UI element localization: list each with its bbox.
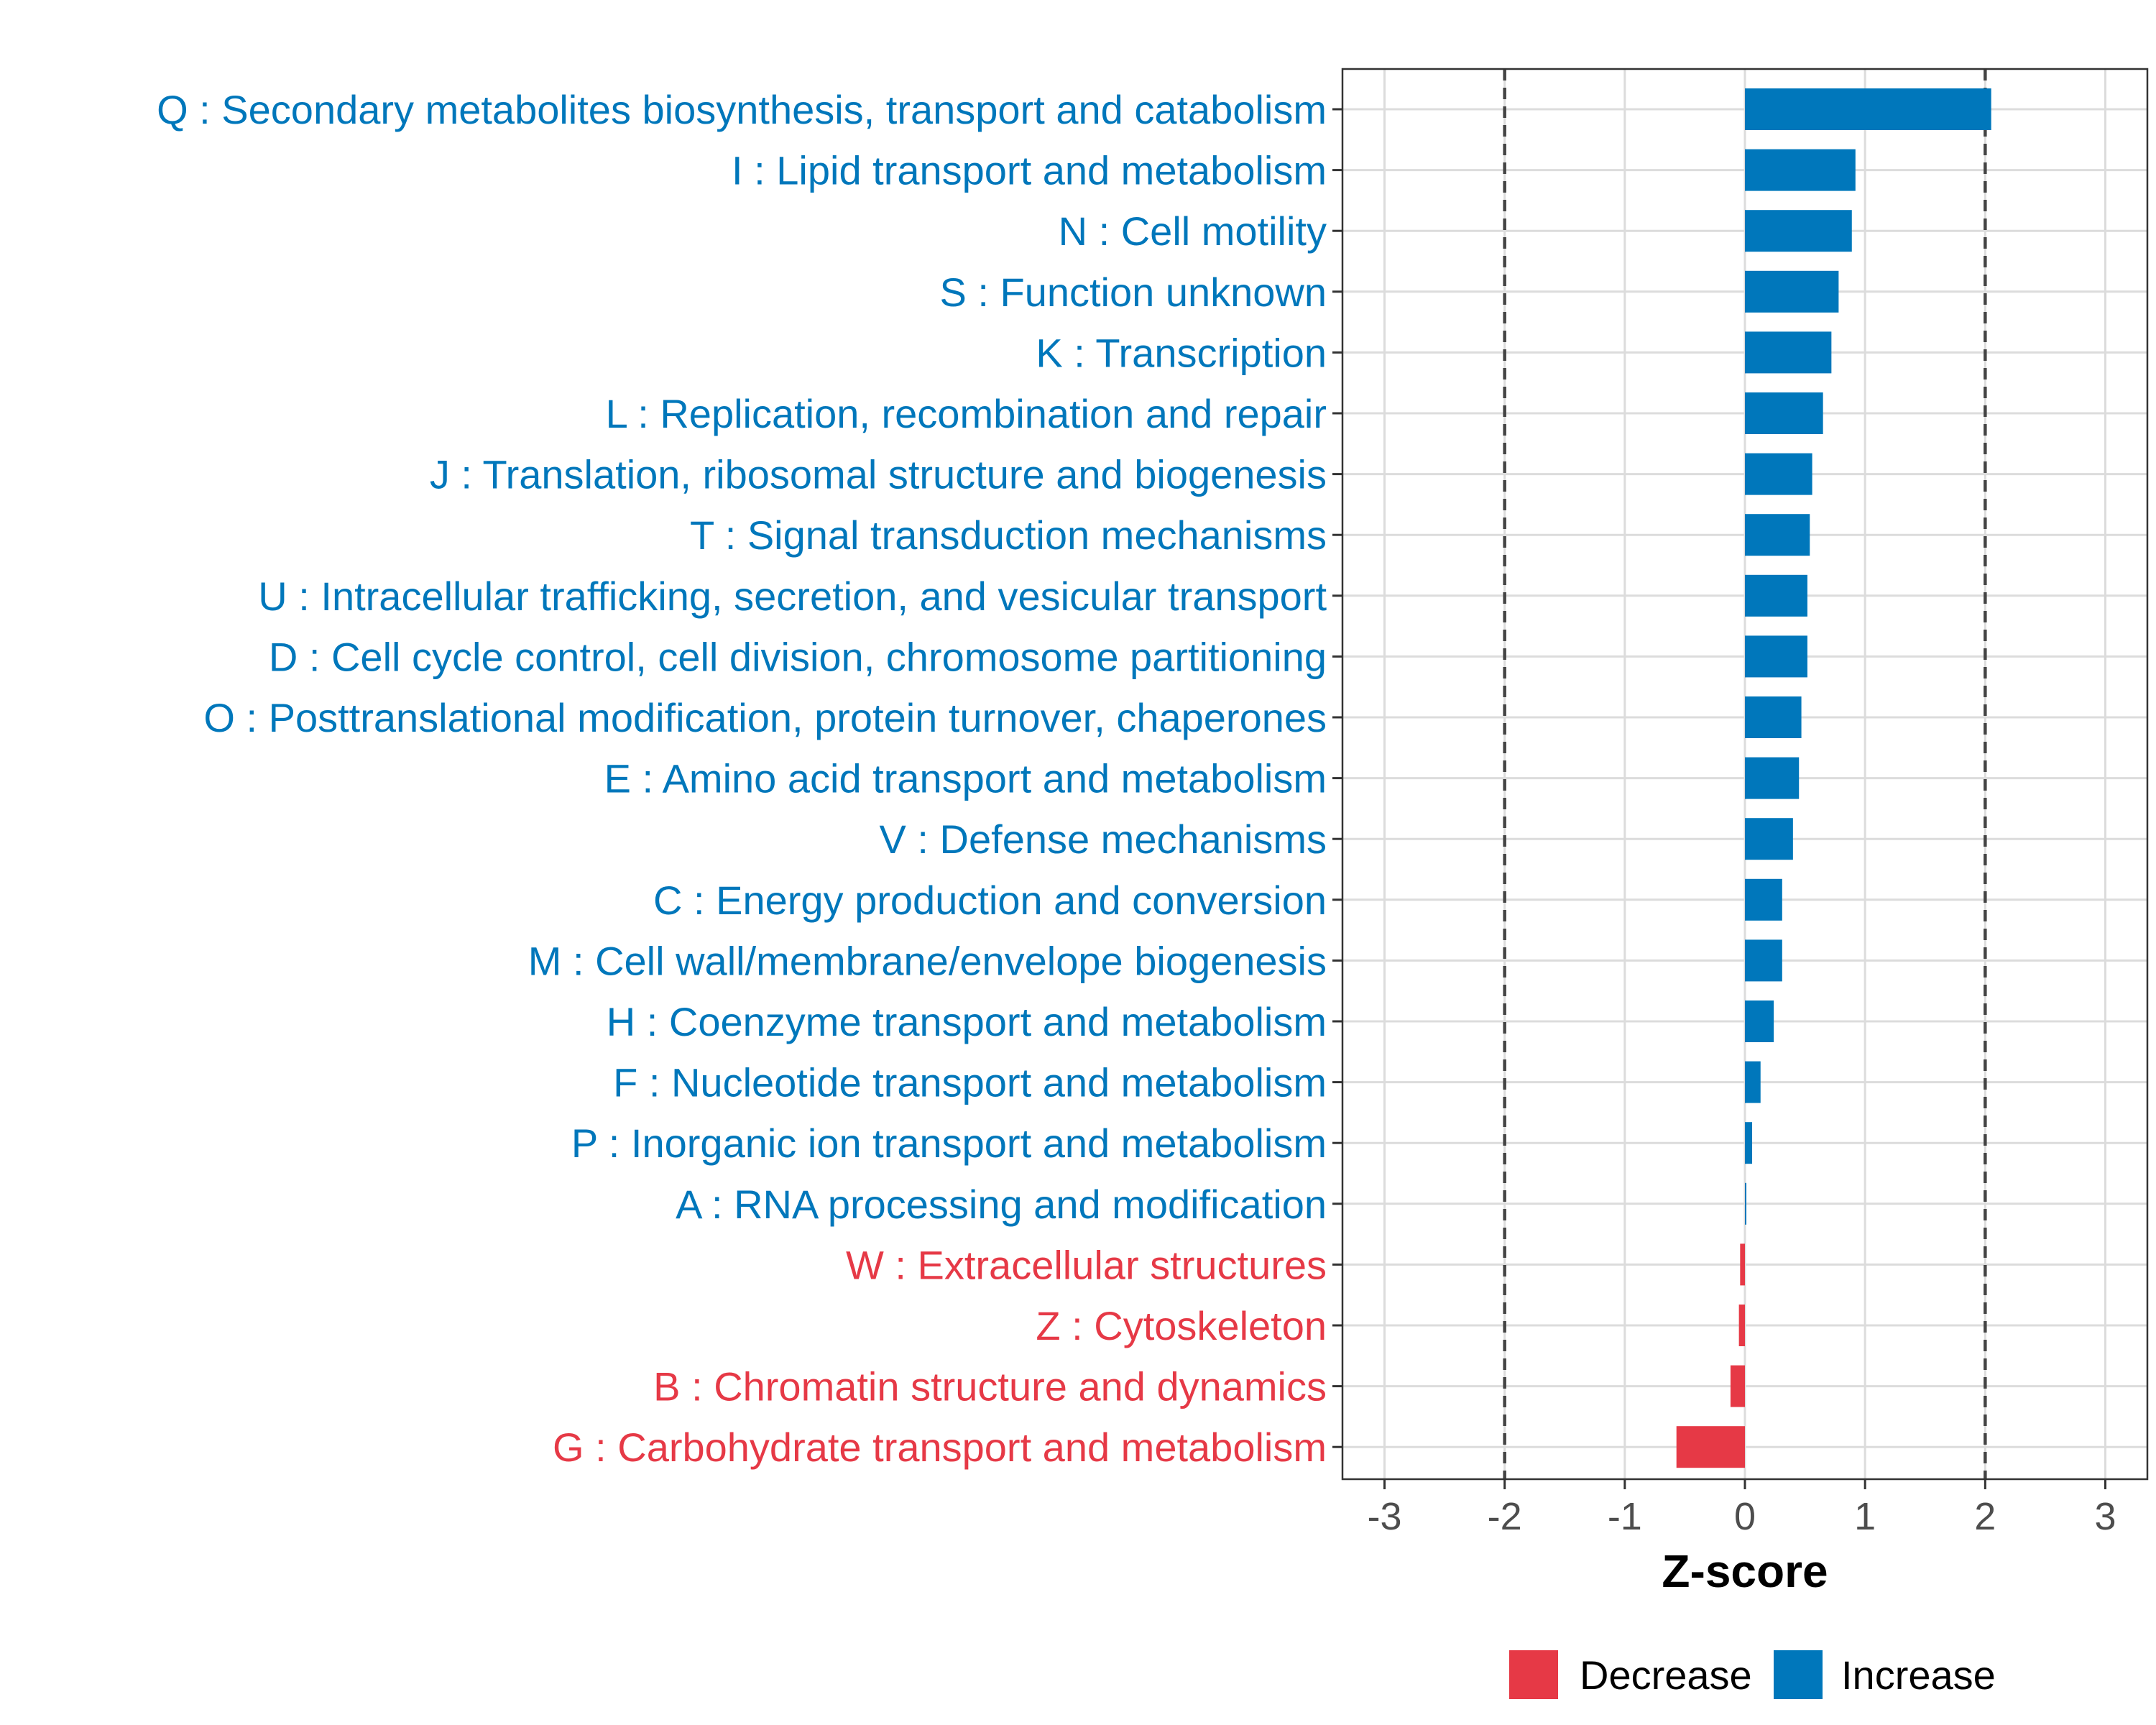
- bar: [1676, 1426, 1745, 1468]
- category-label: G : Carbohydrate transport and metabolis…: [553, 1425, 1327, 1470]
- bar: [1745, 939, 1782, 982]
- bar: [1745, 1061, 1761, 1103]
- bar: [1745, 392, 1823, 434]
- x-tick-label: -3: [1367, 1495, 1401, 1538]
- bar: [1738, 1305, 1745, 1346]
- legend-label-decrease: Decrease: [1580, 1652, 1752, 1698]
- bar: [1745, 574, 1807, 617]
- bar: [1745, 210, 1852, 252]
- category-label: D : Cell cycle control, cell division, c…: [269, 634, 1327, 679]
- x-tick-label: 1: [1854, 1495, 1876, 1538]
- legend-swatch-decrease: [1509, 1650, 1558, 1699]
- category-label: N : Cell motility: [1059, 208, 1327, 254]
- x-tick-label: 0: [1734, 1495, 1756, 1538]
- x-tick-label: 3: [2094, 1495, 2116, 1538]
- category-label: M : Cell wall/membrane/envelope biogenes…: [528, 938, 1327, 983]
- category-label: L : Replication, recombination and repai…: [606, 391, 1327, 436]
- category-label: Q : Secondary metabolites biosynthesis, …: [157, 87, 1327, 132]
- category-label: E : Amino acid transport and metabolism: [604, 756, 1327, 801]
- x-tick-label: 2: [1974, 1495, 1996, 1538]
- bar: [1745, 1122, 1753, 1164]
- bar: [1745, 453, 1812, 495]
- legend: Decrease Increase: [1509, 1650, 1996, 1699]
- bar: [1745, 514, 1810, 556]
- legend-label-increase: Increase: [1841, 1652, 1996, 1698]
- category-label: U : Intracellular trafficking, secretion…: [258, 574, 1327, 619]
- bar: [1745, 1000, 1774, 1042]
- bar: [1745, 818, 1793, 860]
- bar: [1730, 1365, 1745, 1407]
- bar: [1745, 696, 1802, 738]
- category-label: J : Translation, ribosomal structure and…: [430, 452, 1327, 497]
- category-label: F : Nucleotide transport and metabolism: [613, 1060, 1327, 1105]
- x-tick-label: -2: [1488, 1495, 1522, 1538]
- bar: [1745, 635, 1807, 678]
- x-axis-title: Z-score: [1662, 1545, 1828, 1597]
- category-label: C : Energy production and conversion: [653, 878, 1327, 923]
- bar: [1745, 757, 1800, 799]
- category-label: I : Lipid transport and metabolism: [732, 148, 1327, 193]
- x-tick-label: -1: [1608, 1495, 1642, 1538]
- category-label: O : Posttranslational modification, prot…: [203, 695, 1327, 740]
- bar: [1745, 878, 1782, 921]
- category-labels: Q : Secondary metabolites biosynthesis, …: [157, 87, 1327, 1470]
- category-label: B : Chromatin structure and dynamics: [653, 1364, 1327, 1409]
- x-tick-labels: -3 -2 -1 0 1 2 3: [1367, 1495, 2116, 1538]
- bar: [1745, 149, 1856, 191]
- category-label: T : Signal transduction mechanisms: [690, 512, 1327, 558]
- category-label: A : RNA processing and modification: [676, 1182, 1327, 1227]
- tick-layer: [1332, 108, 2106, 1489]
- bar: [1745, 331, 1832, 374]
- category-label: Z : Cytoskeleton: [1036, 1303, 1327, 1348]
- category-label: W : Extracellular structures: [846, 1242, 1327, 1287]
- legend-swatch-increase: [1774, 1650, 1823, 1699]
- category-label: V : Defense mechanisms: [880, 816, 1327, 862]
- bar-layer: [1676, 88, 1991, 1468]
- bar: [1745, 270, 1839, 313]
- category-label: H : Coenzyme transport and metabolism: [607, 999, 1327, 1044]
- category-label: P : Inorganic ion transport and metaboli…: [571, 1121, 1327, 1166]
- bar: [1745, 88, 1991, 130]
- category-label: K : Transcription: [1036, 330, 1327, 375]
- category-label: S : Function unknown: [939, 270, 1327, 315]
- bar: [1745, 1182, 1746, 1225]
- bar: [1740, 1243, 1745, 1286]
- threshold-layer: [1503, 69, 1987, 1479]
